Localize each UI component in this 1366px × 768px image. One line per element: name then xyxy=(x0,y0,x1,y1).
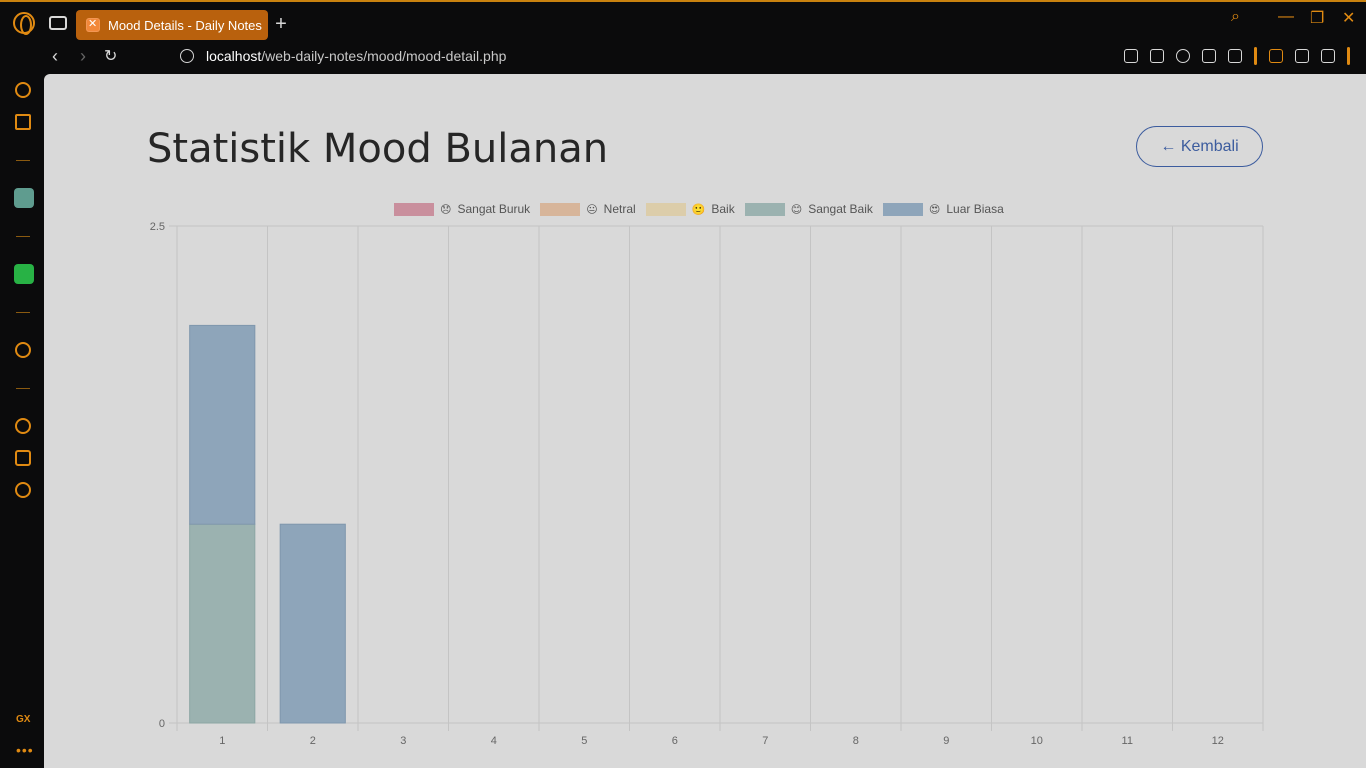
x-tick-label: 12 xyxy=(1212,735,1224,747)
legend-swatch xyxy=(744,202,785,216)
tab-mood-details[interactable]: Mood Details - Daily Notes xyxy=(76,10,268,40)
download-icon[interactable] xyxy=(1295,49,1309,63)
legend-swatch xyxy=(645,202,686,216)
bar-segment xyxy=(189,523,256,724)
more-icon[interactable]: ••• xyxy=(16,742,34,758)
legend-item[interactable]: 😍 Luar Biasa xyxy=(882,202,1004,216)
y-tick-label: 2.5 xyxy=(150,221,165,233)
history-icon[interactable] xyxy=(15,418,31,434)
x-tick-label: 5 xyxy=(581,735,587,747)
globe-icon xyxy=(180,49,194,63)
forward-arrow-icon[interactable]: › xyxy=(80,46,86,66)
x-tick-label: 7 xyxy=(762,735,768,747)
mood-bar-chart: 02.51 2 3 4 5 6 7 8 9 10 11 12 xyxy=(150,221,1264,747)
legend-emoji-icon: 😞 xyxy=(440,203,452,216)
legend-swatch xyxy=(882,202,923,216)
speed-dial-icon[interactable] xyxy=(15,82,31,98)
url-path: /web-daily-notes/mood/mood-detail.php xyxy=(261,48,507,64)
back-button[interactable]: ← Kembali xyxy=(1136,126,1263,167)
chatgpt-icon[interactable] xyxy=(14,188,34,208)
opera-logo-icon[interactable] xyxy=(13,12,35,35)
legend-swatch xyxy=(394,202,434,216)
legend-item[interactable]: 🙂 Baik xyxy=(645,202,735,216)
whatsapp-icon[interactable] xyxy=(14,264,34,284)
x-tick-label: 9 xyxy=(943,735,949,747)
toolbar-icons xyxy=(1124,47,1350,65)
page-content: Statistik Mood Bulanan ← Kembali 😞 Sangat… xyxy=(44,74,1366,768)
legend-item[interactable]: 😊 Sangat Baik xyxy=(744,202,873,216)
tab-title: Mood Details - Daily Notes xyxy=(108,17,262,33)
new-tab-plus-icon[interactable]: + xyxy=(275,13,287,35)
gx-corner-icon[interactable] xyxy=(15,114,31,130)
x-tick-label: 8 xyxy=(853,735,859,747)
x-tick-label: 2 xyxy=(310,735,316,747)
x-tick-label: 3 xyxy=(400,735,406,747)
tab-islands-icon[interactable] xyxy=(49,16,67,30)
bar-segment xyxy=(279,523,346,724)
search-icon[interactable]: ⌕ xyxy=(1231,8,1240,25)
adblock-icon[interactable] xyxy=(1176,49,1190,63)
legend-label: Netral xyxy=(603,202,636,216)
x-tick-label: 11 xyxy=(1122,735,1133,747)
x-tick-label: 1 xyxy=(219,735,225,747)
browser-tab-bar: Mood Details - Daily Notes + ⌕ — ❐ ✕ xyxy=(0,0,1366,46)
player-icon[interactable] xyxy=(15,342,31,358)
camera-icon[interactable] xyxy=(1150,49,1164,63)
xampp-favicon-icon xyxy=(86,17,100,32)
settings-gear-icon[interactable] xyxy=(15,482,31,498)
legend-emoji-icon: 😍 xyxy=(928,203,941,216)
y-tick-label: 0 xyxy=(159,718,165,730)
url-host: localhost xyxy=(206,48,262,64)
x-tick-label: 6 xyxy=(672,735,678,747)
bar-segment xyxy=(189,324,256,525)
extensions-icon[interactable] xyxy=(15,450,31,466)
legend-item[interactable]: 😞 Sangat Buruk xyxy=(394,202,530,216)
legend-item[interactable]: 😐 Netral xyxy=(540,202,636,216)
legend-label: Luar Biasa xyxy=(946,202,1004,216)
close-icon[interactable]: ✕ xyxy=(1342,10,1356,27)
x-tick-label: 10 xyxy=(1031,735,1043,747)
sidebar-divider xyxy=(16,388,30,389)
legend-label: Baik xyxy=(711,202,735,216)
send-icon[interactable] xyxy=(1202,49,1216,63)
sidebar-divider xyxy=(16,160,30,161)
edit-icon[interactable] xyxy=(1124,49,1138,63)
legend-swatch xyxy=(540,202,581,216)
restore-icon[interactable]: ❐ xyxy=(1310,10,1325,27)
x-tick-label: 4 xyxy=(491,735,497,747)
legend-emoji-icon: 😐 xyxy=(586,203,598,216)
legend-emoji-icon: 😊 xyxy=(790,203,803,216)
browser-sidebar: GX ••• xyxy=(0,74,44,768)
legend-emoji-icon: 🙂 xyxy=(691,203,706,216)
menu-icon[interactable] xyxy=(1321,49,1335,63)
address-bar: ‹ › ↻ localhost /web-daily-notes/mood/mo… xyxy=(44,40,1366,74)
sidebar-divider xyxy=(16,236,30,237)
minimize-icon[interactable]: — xyxy=(1278,8,1294,25)
heart-icon[interactable] xyxy=(1228,49,1242,63)
legend-label: Sangat Baik xyxy=(808,202,873,216)
gx-badge[interactable]: GX xyxy=(16,714,31,725)
back-arrow-icon[interactable]: ‹ xyxy=(52,46,58,66)
profile-icon[interactable] xyxy=(1269,49,1283,63)
reload-icon[interactable]: ↻ xyxy=(104,48,118,65)
legend-label: Sangat Buruk xyxy=(457,202,531,216)
toolbar-divider xyxy=(1347,47,1350,65)
chart-legend: 😞 Sangat Buruk 😐 Netral 🙂 Baik 😊 Sangat Baik 😍 Lu… xyxy=(394,202,1004,216)
sidebar-divider xyxy=(16,312,30,313)
url-field[interactable]: localhost /web-daily-notes/mood/mood-det… xyxy=(180,48,506,64)
toolbar-divider xyxy=(1254,47,1257,65)
page-title: Statistik Mood Bulanan xyxy=(147,126,609,172)
